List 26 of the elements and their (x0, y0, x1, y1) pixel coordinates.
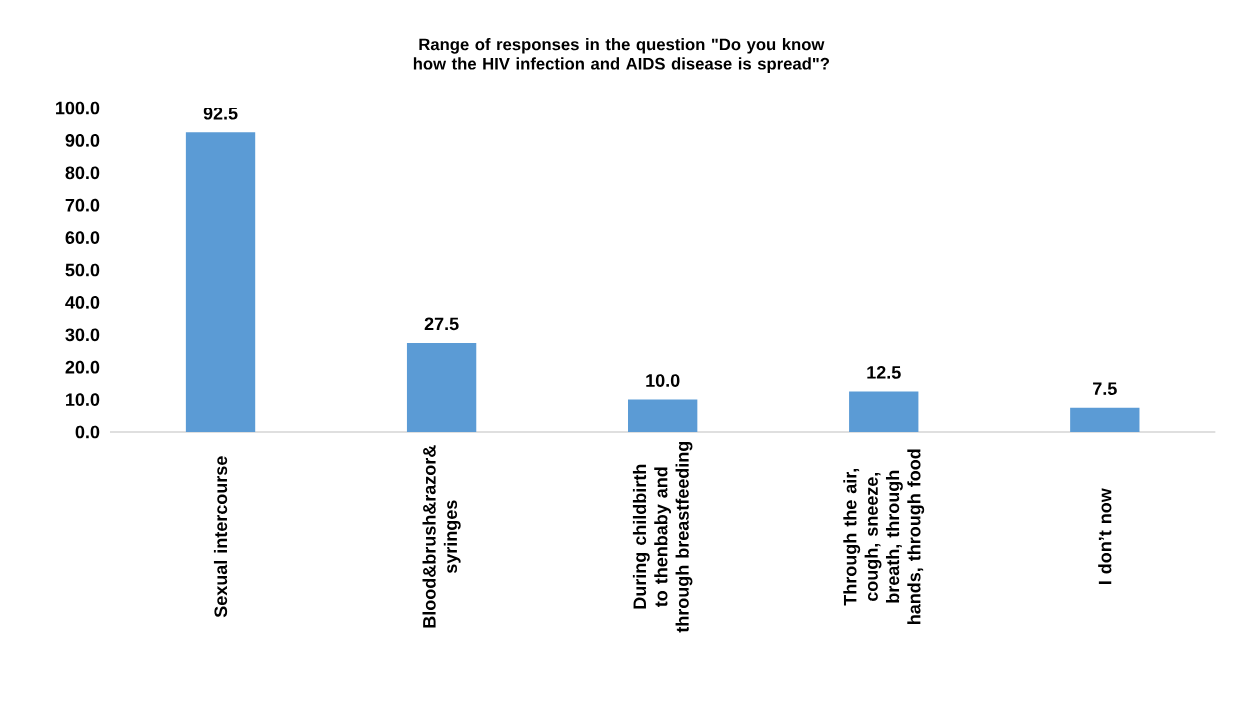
x-tick-label: Blood&brush&razor& syringes (422, 445, 461, 628)
y-tick-label: 10.0 (66, 393, 100, 407)
data-label: 12.5 (867, 366, 901, 379)
x-tick-label: Sexual intercourse (213, 456, 228, 618)
data-label: 10.0 (646, 374, 680, 388)
bar (1070, 407, 1140, 433)
x-tick-label: During childbirth to thenbaby and through breastfeeding (632, 442, 693, 633)
y-tick-label: 50.0 (65, 263, 100, 277)
y-tick-label: 100.0 (56, 101, 100, 115)
data-label: 7.5 (1093, 382, 1117, 396)
bar (185, 132, 256, 433)
bar (628, 399, 698, 433)
bar (406, 343, 477, 433)
chart-title: Range of responses in the question "Do you know how the HIV infection and AIDS disease is spread"? (413, 38, 829, 74)
data-label: 27.5 (424, 317, 459, 331)
y-tick-label: 90.0 (65, 134, 100, 147)
y-tick-label: 40.0 (65, 296, 100, 309)
y-tick-label: 30.0 (65, 328, 100, 342)
y-tick-label: 70.0 (65, 198, 100, 212)
y-tick-label: 20.0 (65, 360, 100, 374)
y-tick-label: 80.0 (65, 166, 100, 180)
x-tick-label: Through the air, cough, sneeze, breath, through hands, through food (843, 449, 925, 625)
x-tick-label: I don’t now (1098, 488, 1112, 585)
y-tick-label: 60.0 (65, 231, 100, 245)
y-tick-label: 0.0 (75, 425, 100, 439)
bar (849, 391, 919, 433)
